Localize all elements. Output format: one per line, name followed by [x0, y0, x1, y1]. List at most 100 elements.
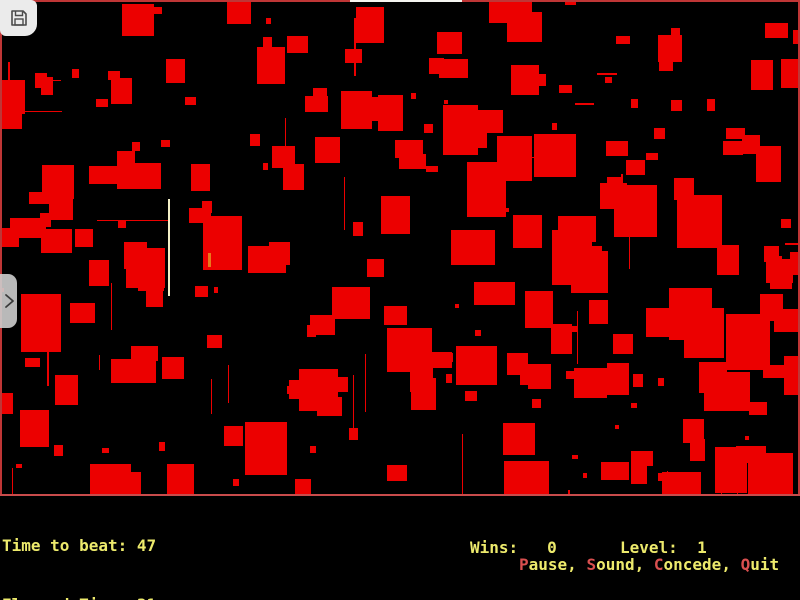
- sidebar-expand-tab[interactable]: [0, 274, 17, 328]
- red-block: [227, 0, 251, 24]
- red-block: [202, 201, 212, 213]
- red-block: [674, 178, 694, 200]
- red-line: [285, 118, 286, 186]
- red-block: [524, 485, 535, 494]
- red-block: [263, 37, 272, 48]
- red-line: [116, 372, 147, 374]
- red-block: [523, 141, 527, 146]
- red-block: [25, 358, 40, 367]
- red-block: [505, 208, 509, 212]
- red-block: [387, 465, 407, 481]
- field-border-right: [798, 0, 800, 494]
- red-block: [756, 146, 781, 182]
- red-block: [116, 472, 141, 494]
- red-block: [654, 128, 665, 139]
- menu-hotkey: S: [586, 555, 597, 574]
- red-block: [446, 109, 474, 133]
- red-block: [606, 141, 628, 156]
- red-block: [353, 222, 363, 236]
- floppy-save-icon: [10, 10, 27, 26]
- red-block: [613, 334, 633, 354]
- menu-item-concede[interactable]: Concede: [654, 555, 721, 574]
- score-text: Score: 0: [620, 597, 707, 600]
- red-block: [745, 436, 749, 440]
- red-block: [315, 137, 340, 163]
- red-block: [607, 363, 629, 395]
- red-block: [233, 479, 239, 486]
- red-block: [70, 303, 95, 323]
- game-field[interactable]: [0, 0, 800, 494]
- red-line: [462, 434, 463, 494]
- losses-text: Losses: 0: [470, 597, 576, 600]
- red-block: [698, 222, 719, 248]
- status-separator: [0, 494, 800, 496]
- red-block: [224, 426, 243, 446]
- red-block: [662, 43, 670, 52]
- red-block: [743, 346, 751, 352]
- red-block: [411, 93, 416, 99]
- red-block: [287, 36, 308, 53]
- field-border-gap: [350, 0, 462, 2]
- red-block: [763, 365, 785, 378]
- red-block: [633, 374, 643, 387]
- red-block: [89, 166, 117, 184]
- menu-item-sound[interactable]: Sound: [586, 555, 634, 574]
- red-block: [751, 60, 773, 90]
- red-block: [129, 253, 141, 262]
- red-block: [0, 393, 13, 414]
- red-block: [1, 109, 22, 129]
- red-block: [75, 229, 93, 247]
- menu-item-quit[interactable]: Quit: [741, 555, 780, 574]
- red-block: [248, 246, 286, 273]
- red-block: [153, 7, 162, 14]
- menu-item-pause[interactable]: Pause: [519, 555, 567, 574]
- red-block: [367, 259, 384, 277]
- red-block: [455, 304, 459, 308]
- red-block: [0, 80, 25, 114]
- red-block: [565, 0, 576, 5]
- red-block: [55, 375, 78, 405]
- red-block: [750, 453, 757, 459]
- red-block: [631, 451, 653, 466]
- red-line: [621, 174, 623, 185]
- red-line: [11, 111, 62, 112]
- red-block: [207, 335, 222, 348]
- red-block: [566, 371, 575, 379]
- red-block: [715, 447, 747, 493]
- red-block: [631, 99, 638, 108]
- red-block: [446, 374, 452, 383]
- red-block: [467, 162, 506, 217]
- red-block: [313, 88, 327, 108]
- red-block: [764, 246, 779, 262]
- red-block: [439, 59, 468, 78]
- red-block: [266, 18, 271, 24]
- red-block: [781, 59, 800, 88]
- red-line: [111, 283, 112, 330]
- red-block: [513, 157, 520, 165]
- red-block: [605, 77, 612, 83]
- red-block: [456, 346, 497, 385]
- chevron-right-icon: [4, 294, 14, 308]
- red-block: [185, 97, 196, 105]
- red-block: [131, 346, 158, 361]
- game-menu: Pause, Sound, Concede, Quit: [519, 557, 779, 573]
- red-block: [387, 328, 432, 372]
- red-block: [381, 196, 410, 234]
- red-block: [671, 100, 682, 111]
- red-block: [598, 255, 602, 259]
- red-block: [626, 160, 645, 175]
- red-block: [525, 291, 553, 328]
- red-block: [444, 100, 448, 104]
- red-block: [310, 315, 335, 335]
- red-block: [526, 74, 546, 86]
- save-button[interactable]: [0, 0, 37, 36]
- block-layer: [0, 0, 800, 494]
- red-block: [96, 99, 108, 107]
- menu-separator: ,: [634, 555, 654, 574]
- red-block: [295, 479, 311, 494]
- red-block: [21, 294, 61, 352]
- status-mid-column: Wins: 0 Losses: 0 Life: 10: [470, 500, 576, 600]
- red-block: [532, 399, 541, 408]
- red-block: [437, 32, 462, 54]
- red-block: [607, 177, 621, 186]
